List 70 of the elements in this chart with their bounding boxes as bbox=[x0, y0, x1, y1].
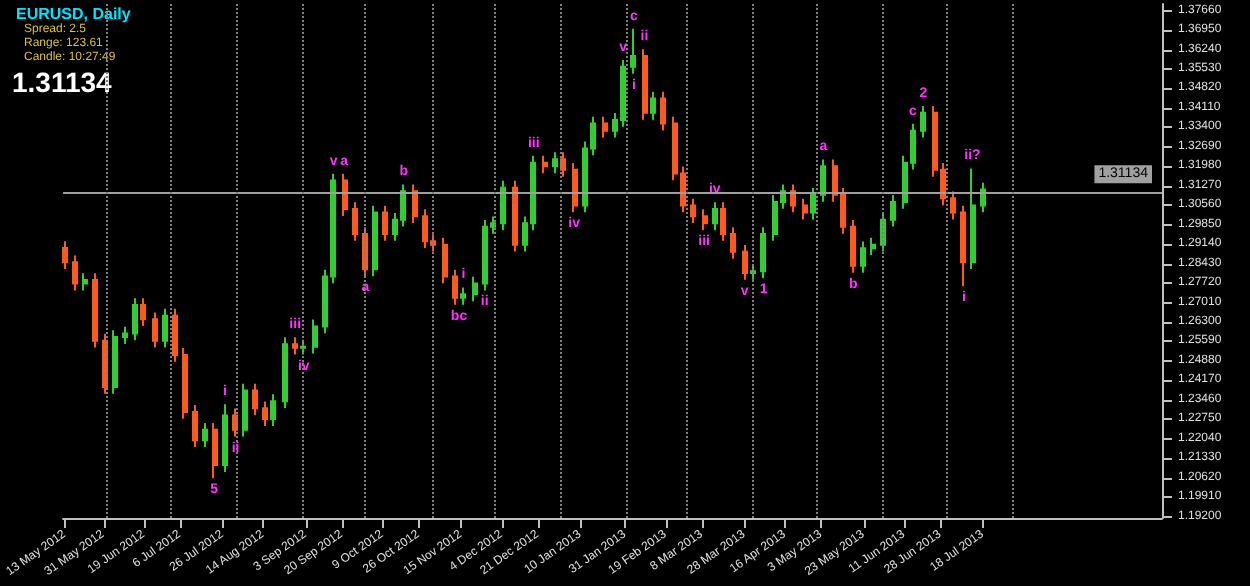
candlestick bbox=[222, 403, 228, 473]
candlestick bbox=[82, 272, 88, 292]
candlestick bbox=[282, 336, 288, 410]
candlestick bbox=[270, 393, 276, 427]
candlestick bbox=[422, 208, 428, 249]
annotation: 1.31134 bbox=[12, 66, 113, 98]
candlestick bbox=[412, 183, 418, 225]
candlestick bbox=[232, 407, 238, 438]
candlestick bbox=[72, 254, 78, 292]
candlestick bbox=[870, 236, 876, 257]
candlestick bbox=[202, 421, 208, 448]
candlestick bbox=[140, 297, 146, 328]
candlestick bbox=[372, 204, 378, 278]
candlestick bbox=[690, 197, 696, 225]
candlestick bbox=[342, 172, 348, 217]
chart-title: EURUSD, Daily bbox=[16, 5, 132, 23]
candlestick bbox=[382, 204, 388, 242]
candlestick bbox=[702, 208, 708, 232]
candlestick bbox=[172, 307, 178, 363]
candlestick bbox=[292, 336, 298, 356]
candlestick bbox=[642, 48, 648, 121]
candlestick bbox=[262, 400, 268, 427]
candlestick bbox=[660, 90, 666, 132]
candlestick bbox=[162, 307, 168, 349]
candlestick bbox=[970, 167, 976, 271]
candlestick bbox=[452, 268, 458, 306]
candlestick bbox=[760, 226, 766, 280]
candlestick bbox=[730, 226, 736, 260]
candlestick bbox=[860, 240, 866, 274]
candlestick bbox=[472, 275, 478, 303]
candlestick bbox=[650, 90, 656, 121]
candlestick bbox=[482, 219, 488, 292]
candlestick bbox=[352, 201, 358, 242]
candlestick bbox=[500, 179, 506, 232]
candlestick bbox=[602, 115, 608, 139]
candlestick bbox=[750, 263, 756, 281]
candlestick bbox=[92, 272, 98, 349]
candlestick bbox=[890, 194, 896, 228]
candlestick bbox=[950, 190, 956, 221]
candlestick bbox=[300, 338, 306, 356]
candlestick bbox=[242, 382, 248, 438]
candlestick bbox=[720, 201, 726, 242]
candlestick bbox=[112, 329, 118, 395]
candlestick bbox=[312, 318, 318, 355]
candlestick bbox=[572, 162, 578, 214]
candlestick bbox=[980, 181, 986, 214]
candlestick bbox=[460, 286, 466, 306]
candlestick bbox=[182, 347, 188, 420]
candlestick bbox=[960, 204, 966, 288]
candlestick bbox=[560, 151, 566, 178]
candlestick bbox=[122, 325, 128, 345]
candlestick bbox=[512, 179, 518, 253]
candlestick bbox=[630, 27, 636, 75]
candlestick bbox=[212, 421, 218, 480]
candlestick bbox=[790, 183, 796, 214]
candlestick bbox=[442, 236, 448, 285]
candlestick bbox=[742, 243, 748, 281]
candlestick bbox=[712, 201, 718, 232]
candlestick bbox=[850, 219, 856, 274]
candlestick bbox=[802, 197, 808, 221]
candlestick bbox=[62, 240, 68, 271]
candlestick bbox=[252, 382, 258, 417]
candlestick bbox=[132, 297, 138, 342]
candlestick bbox=[920, 104, 926, 139]
candlestick bbox=[552, 151, 558, 175]
candlestick bbox=[152, 311, 158, 349]
candlestick bbox=[810, 186, 816, 221]
candlestick bbox=[192, 404, 198, 448]
candlestick bbox=[542, 154, 548, 175]
candlestick bbox=[820, 158, 826, 203]
